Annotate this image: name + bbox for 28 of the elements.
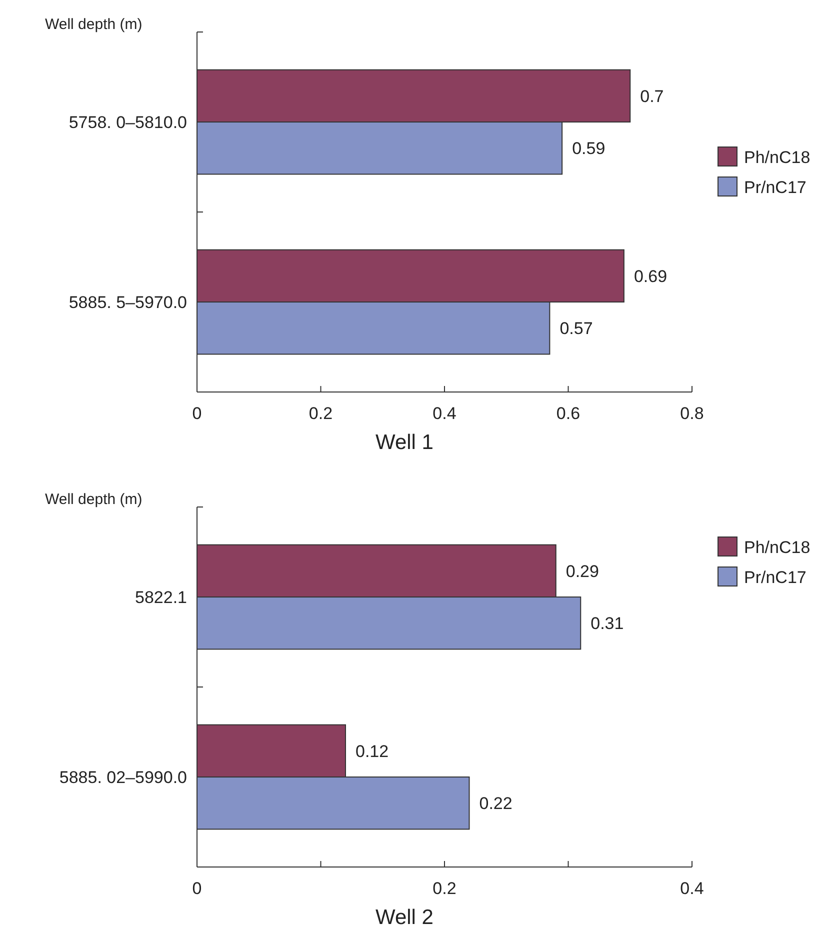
x-axis-title: Well 2 [376, 906, 434, 929]
legend-label: Pr/nC17 [744, 178, 806, 197]
x-tick-label: 0 [192, 404, 202, 423]
y-tick-label: 5885. 02–5990.0 [59, 768, 187, 787]
data-label: 0.12 [356, 742, 389, 761]
x-tick-label: 0.2 [432, 879, 456, 898]
data-label: 0.22 [479, 794, 512, 814]
legend-label: Ph/nC18 [744, 148, 810, 167]
x-tick-label: 0.2 [308, 404, 333, 423]
x-axis-title: Well 1 [376, 431, 434, 454]
data-label: 0.31 [590, 614, 624, 634]
legend-label: Pr/nC17 [744, 568, 806, 587]
data-label: 0.57 [560, 319, 593, 338]
data-label: 0.59 [572, 139, 606, 158]
x-tick-label: 0 [192, 879, 202, 898]
y-axis-title: Well depth (m) [45, 491, 142, 508]
x-tick-label: 0.6 [556, 404, 580, 423]
data-label: 0.29 [566, 562, 599, 581]
x-tick-label: 0.4 [680, 879, 704, 898]
x-tick-label: 0.4 [432, 404, 456, 423]
y-axis-title: Well depth (m) [45, 16, 142, 33]
y-tick-label: 5885. 5–5970.0 [68, 292, 187, 312]
y-tick-label: 5822.1 [135, 588, 187, 607]
x-tick-label: 0.8 [680, 404, 704, 423]
legend-label: Ph/nC18 [744, 538, 810, 557]
data-label: 0.69 [634, 266, 668, 286]
data-label: 0.7 [640, 86, 664, 106]
y-tick-label: 5758. 0–5810.0 [68, 112, 187, 132]
